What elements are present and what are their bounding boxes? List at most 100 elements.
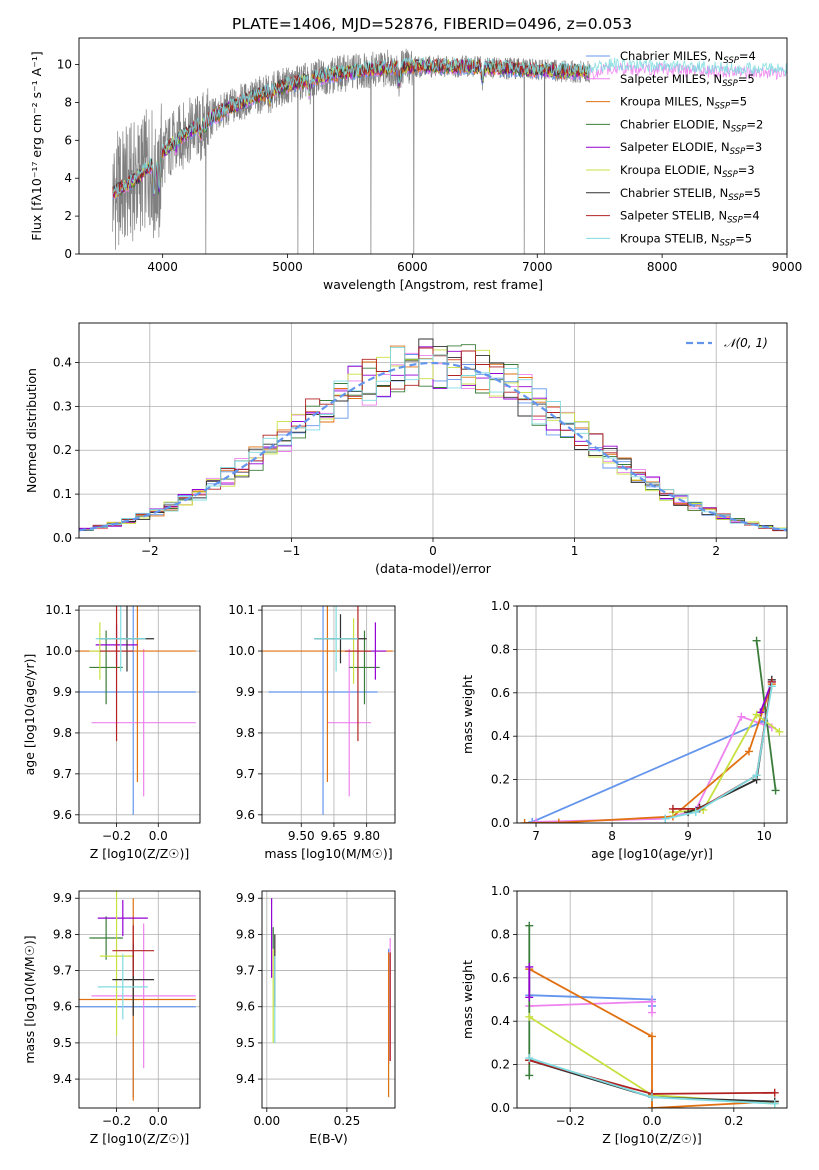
legend-count: =5 <box>730 95 747 109</box>
data-point-7 <box>99 606 134 742</box>
data-point-8 <box>97 954 148 1020</box>
y-tick-label: 8 <box>64 95 72 109</box>
legend-count: =4 <box>743 209 760 223</box>
x-tick-label: 0.0 <box>149 829 168 843</box>
legend-label: Chabrier MILES, NSSP=4 <box>620 49 756 66</box>
data-point-3 <box>89 630 123 705</box>
x-tick-label: −0.2 <box>556 1114 585 1128</box>
y-tick-label: 1.0 <box>491 884 510 898</box>
x-tick-label: 0.25 <box>334 1114 361 1128</box>
chart-age_weight: 7 8 9 10 0.0 0.2 0.4 0.6 0.8 1.0 age [log10(age/yr… <box>460 599 788 861</box>
y-tick-label: 10.0 <box>228 644 255 658</box>
y-tick-label: 10 <box>57 58 72 72</box>
y-tick-label: 9.8 <box>53 726 72 740</box>
y-tick-label: 0 <box>64 247 72 261</box>
weight-marker <box>525 921 534 930</box>
x-tick-label: −2 <box>141 544 159 558</box>
y-tick-label: 9.6 <box>53 808 72 822</box>
legend-subscript: SSP <box>715 102 731 112</box>
plot-area <box>79 606 196 815</box>
y-tick-label: 9.9 <box>236 685 255 699</box>
y-tick-label: 9.9 <box>53 891 72 905</box>
legend-name: Kroupa MILES, N <box>620 95 715 109</box>
weight-marker <box>661 814 670 823</box>
axes-frame <box>78 890 201 1109</box>
x-axis-label: wavelength [Angstrom, rest frame] <box>323 277 543 292</box>
weight-marker <box>648 1093 656 1102</box>
weight-marker <box>691 808 700 817</box>
chart-z_weight: −0.2 0.0 0.2 0.0 0.2 0.4 0.6 0.8 1.0 Z [log10(Z/Z… <box>460 884 788 1146</box>
axes-frame <box>261 890 396 1109</box>
legend-count: =2 <box>746 117 763 131</box>
x-tick-label: 7 <box>532 829 540 843</box>
charts-layer: 4000 5000 6000 7000 8000 90000246810wavelengt… <box>22 37 803 1146</box>
axes-frame <box>78 37 788 255</box>
legend-name: Kroupa ELODIE, N <box>620 163 722 177</box>
y-tick-label: 9.7 <box>236 767 255 781</box>
weight-marker <box>532 817 541 823</box>
weight-marker <box>525 962 534 971</box>
y-tick-label: 0.2 <box>491 773 510 787</box>
weight-marker <box>648 1008 656 1017</box>
x-axis-label: Z [log10(Z/Z☉)] <box>90 1131 190 1146</box>
weight-marker <box>648 1032 656 1041</box>
legend-count: =3 <box>738 163 755 177</box>
y-tick-label: 0.4 <box>491 729 510 743</box>
figure-title: PLATE=1406, MJD=52876, FIBERID=0496, z=0… <box>232 15 632 33</box>
data-point-1 <box>91 648 196 797</box>
x-tick-label: 9.80 <box>353 829 380 843</box>
x-tick-label: −0.2 <box>102 829 131 843</box>
legend-name: Salpeter STELIB, N <box>620 209 727 223</box>
legend-subscript: SSP <box>720 238 736 248</box>
weight-marker <box>525 993 534 1002</box>
gridlines <box>517 605 787 824</box>
data-point-3 <box>89 916 123 960</box>
y-tick-label: 0.6 <box>491 971 510 985</box>
legend-subscript: SSP <box>727 216 743 226</box>
legend-count: =5 <box>744 186 761 200</box>
y-tick-label: 9.5 <box>236 1036 255 1050</box>
weight-marker <box>648 997 656 1006</box>
legend-name: Chabrier MILES, N <box>620 49 723 63</box>
data-point-8 <box>95 606 146 672</box>
y-axis-label: Flux [fλ10⁻¹⁷ erg cm⁻² s⁻¹ A⁻¹] <box>29 51 44 240</box>
x-axis-label: mass [log10(M/M☉)] <box>264 846 392 861</box>
y-tick-label: 0.8 <box>491 642 510 656</box>
weight-marker <box>752 636 761 645</box>
y-tick-label: 9.8 <box>236 726 255 740</box>
data-point-3 <box>349 630 380 705</box>
x-tick-label: 9000 <box>772 260 803 274</box>
legend-name: Salpeter MILES, N <box>620 72 722 86</box>
legend-label: Kroupa ELODIE, NSSP=3 <box>620 163 755 180</box>
y-tick-label: 0.4 <box>53 355 72 369</box>
y-tick-label: 9.7 <box>53 964 72 978</box>
y-tick-label: 1.0 <box>491 599 510 613</box>
y-axis-label: mass [log10(M/M☉)] <box>22 935 37 1063</box>
x-axis-label: age [log10(age/yr)] <box>591 846 713 861</box>
weight-marker <box>770 1099 779 1108</box>
plot-area <box>79 891 196 1101</box>
legend-count: =5 <box>735 231 752 245</box>
y-tick-label: 9.9 <box>53 685 72 699</box>
legend-count: =5 <box>738 72 755 86</box>
x-tick-label: 4000 <box>147 260 178 274</box>
chart-residuals: −2 −1 0 1 2 0.0 0.1 0.2 0.3 0.4 (data-model)/error… <box>24 322 788 576</box>
legend-label-normal: 𝒩(0, 1) <box>724 336 768 350</box>
data-point-1 <box>327 648 372 797</box>
x-tick-label: 8 <box>608 829 616 843</box>
legend-label: Chabrier STELIB, NSSP=5 <box>620 186 761 203</box>
legend-label: Salpeter ELODIE, NSSP=3 <box>620 140 762 157</box>
y-tick-label: 0.0 <box>491 1101 510 1115</box>
weight-marker <box>648 1104 656 1108</box>
x-axis-label: Z [log10(Z/Z☉)] <box>90 846 190 861</box>
x-tick-label: 0 <box>429 544 437 558</box>
y-axis-label: Normed distribution <box>24 368 39 493</box>
y-tick-label: 10.0 <box>45 644 72 658</box>
x-tick-label: 0.2 <box>724 1114 743 1128</box>
plot-area <box>112 48 787 254</box>
weight-marker <box>752 771 761 780</box>
axes-frame <box>78 605 201 824</box>
x-tick-label: −0.2 <box>102 1114 131 1128</box>
